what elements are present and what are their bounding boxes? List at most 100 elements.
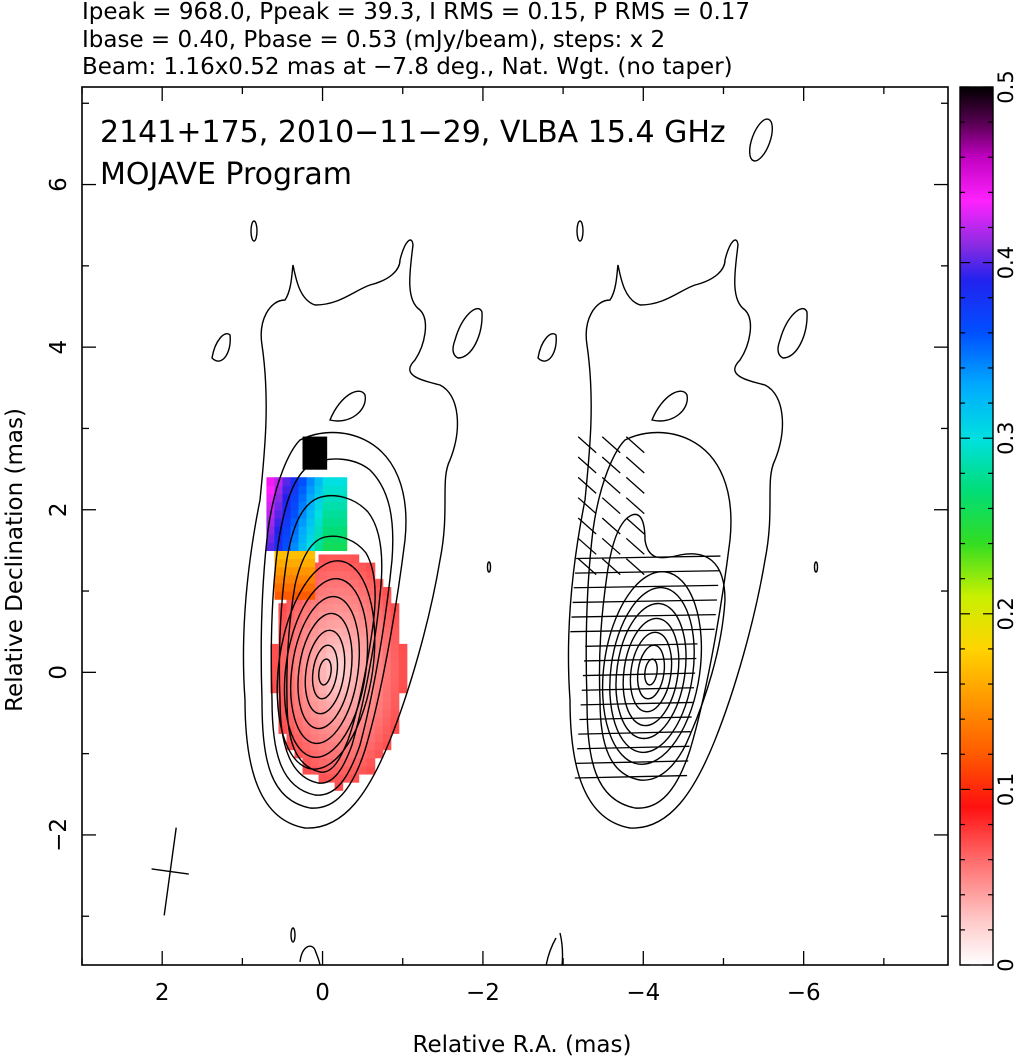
polarization-pixel (282, 534, 292, 543)
polarization-pixel (358, 741, 368, 751)
polarization-pixel (310, 708, 320, 718)
polarization-pixel (266, 526, 276, 535)
polarization-vector (577, 537, 597, 555)
polarization-pixel (342, 733, 352, 743)
polarization-pixel (350, 554, 360, 564)
polarization-pixel (278, 692, 288, 702)
polarization-pixel (314, 526, 324, 535)
polarization-pixel (366, 652, 376, 661)
polarization-pixel (342, 570, 352, 580)
polarization-vector (625, 558, 645, 576)
polarization-pixel (278, 603, 288, 612)
polarization-pixel (366, 717, 376, 726)
polarization-pixel (390, 684, 400, 694)
polarization-pixel (350, 708, 360, 718)
polarization-pixel (366, 749, 376, 759)
polarization-vector (576, 555, 721, 560)
polarization-pixel (326, 627, 336, 637)
polarization-pixel (374, 725, 384, 734)
island-contour (777, 307, 808, 359)
polarization-pixel (338, 493, 348, 503)
polarization-pixel (358, 652, 368, 661)
contour-3 (598, 513, 726, 781)
polarization-pixel (390, 643, 400, 653)
polarization-vector (577, 497, 597, 515)
polarization-pixel (318, 676, 328, 686)
polarization-pixel (342, 700, 352, 710)
polarization-pixel (266, 517, 276, 527)
polarization-pixel (286, 725, 296, 734)
polarization-pixel (282, 574, 292, 584)
polarization-pixel (358, 717, 368, 726)
polarization-pixel (270, 643, 280, 653)
colorbar-label: 0.3 (994, 421, 1018, 454)
polarization-pixel (330, 477, 340, 486)
polarization-pixel (366, 684, 376, 694)
polarization-vector (585, 643, 698, 647)
polarization-pixel (302, 684, 312, 694)
polarization-pixel (294, 627, 304, 637)
polarization-vector (601, 517, 621, 535)
polarization-pixel (358, 578, 368, 588)
polarization-pixel (350, 700, 360, 710)
polarization-pixel (374, 635, 384, 645)
polarization-pixel (374, 578, 384, 588)
polarization-vector (601, 456, 621, 474)
polarization-pixel (350, 603, 360, 612)
polarization-pixel (302, 444, 312, 454)
polarization-pixel (350, 749, 360, 759)
polarization-pixel (374, 717, 384, 726)
polarization-pixel (282, 542, 292, 551)
polarization-pixel (274, 517, 284, 527)
polarization-pixel (302, 676, 312, 686)
polarization-pixel (274, 566, 284, 576)
polarization-pixel (390, 611, 400, 621)
contour-11 (311, 644, 339, 700)
contour-7 (283, 578, 369, 758)
polarization-pixel (318, 765, 328, 775)
polarization-vector (625, 436, 645, 454)
polarization-pixel (326, 570, 336, 580)
polarization-pixel (390, 627, 400, 637)
polarization-pixel (382, 676, 392, 686)
polarization-pixel (298, 509, 308, 519)
polarization-pixel (306, 501, 316, 511)
polarization-pixel (330, 485, 340, 495)
polarization-pixel (342, 578, 352, 588)
polarization-pixel (366, 757, 376, 767)
polarization-pixel (290, 477, 300, 486)
polarization-pixel (302, 452, 312, 462)
polarization-pixel (350, 660, 360, 669)
polarization-pixel (278, 668, 288, 677)
polarization-pixel (398, 668, 408, 677)
polarization-pixel (318, 660, 328, 669)
polarization-pixel (326, 595, 336, 604)
polarization-pixel (318, 603, 328, 612)
polarization-pixel (342, 773, 352, 783)
polarization-vector (601, 558, 621, 576)
polarization-vector (573, 584, 719, 589)
contour-2 (260, 431, 407, 809)
polarization-pixel (342, 595, 352, 604)
polarization-pixel (278, 627, 288, 637)
polarization-pixel (302, 725, 312, 734)
polarization-pixel (322, 542, 332, 551)
polarization-pixel (350, 611, 360, 621)
polarization-pixel (374, 741, 384, 751)
polarization-pixel (334, 660, 344, 669)
polarization-pixel (294, 700, 304, 710)
island-contour (651, 390, 688, 422)
polarization-pixel (334, 635, 344, 645)
polarization-pixel (310, 733, 320, 743)
polarization-pixel (314, 501, 324, 511)
colorbar (959, 86, 994, 966)
polarization-pixel (318, 725, 328, 734)
polarization-pixel (282, 591, 292, 600)
polarization-pixel (350, 643, 360, 653)
polarization-pixel (382, 700, 392, 710)
polarization-pixel (326, 700, 336, 710)
polarization-pixel (358, 725, 368, 734)
polarization-pixel (302, 643, 312, 653)
contour-8 (629, 631, 673, 713)
polarization-pixel (290, 501, 300, 511)
